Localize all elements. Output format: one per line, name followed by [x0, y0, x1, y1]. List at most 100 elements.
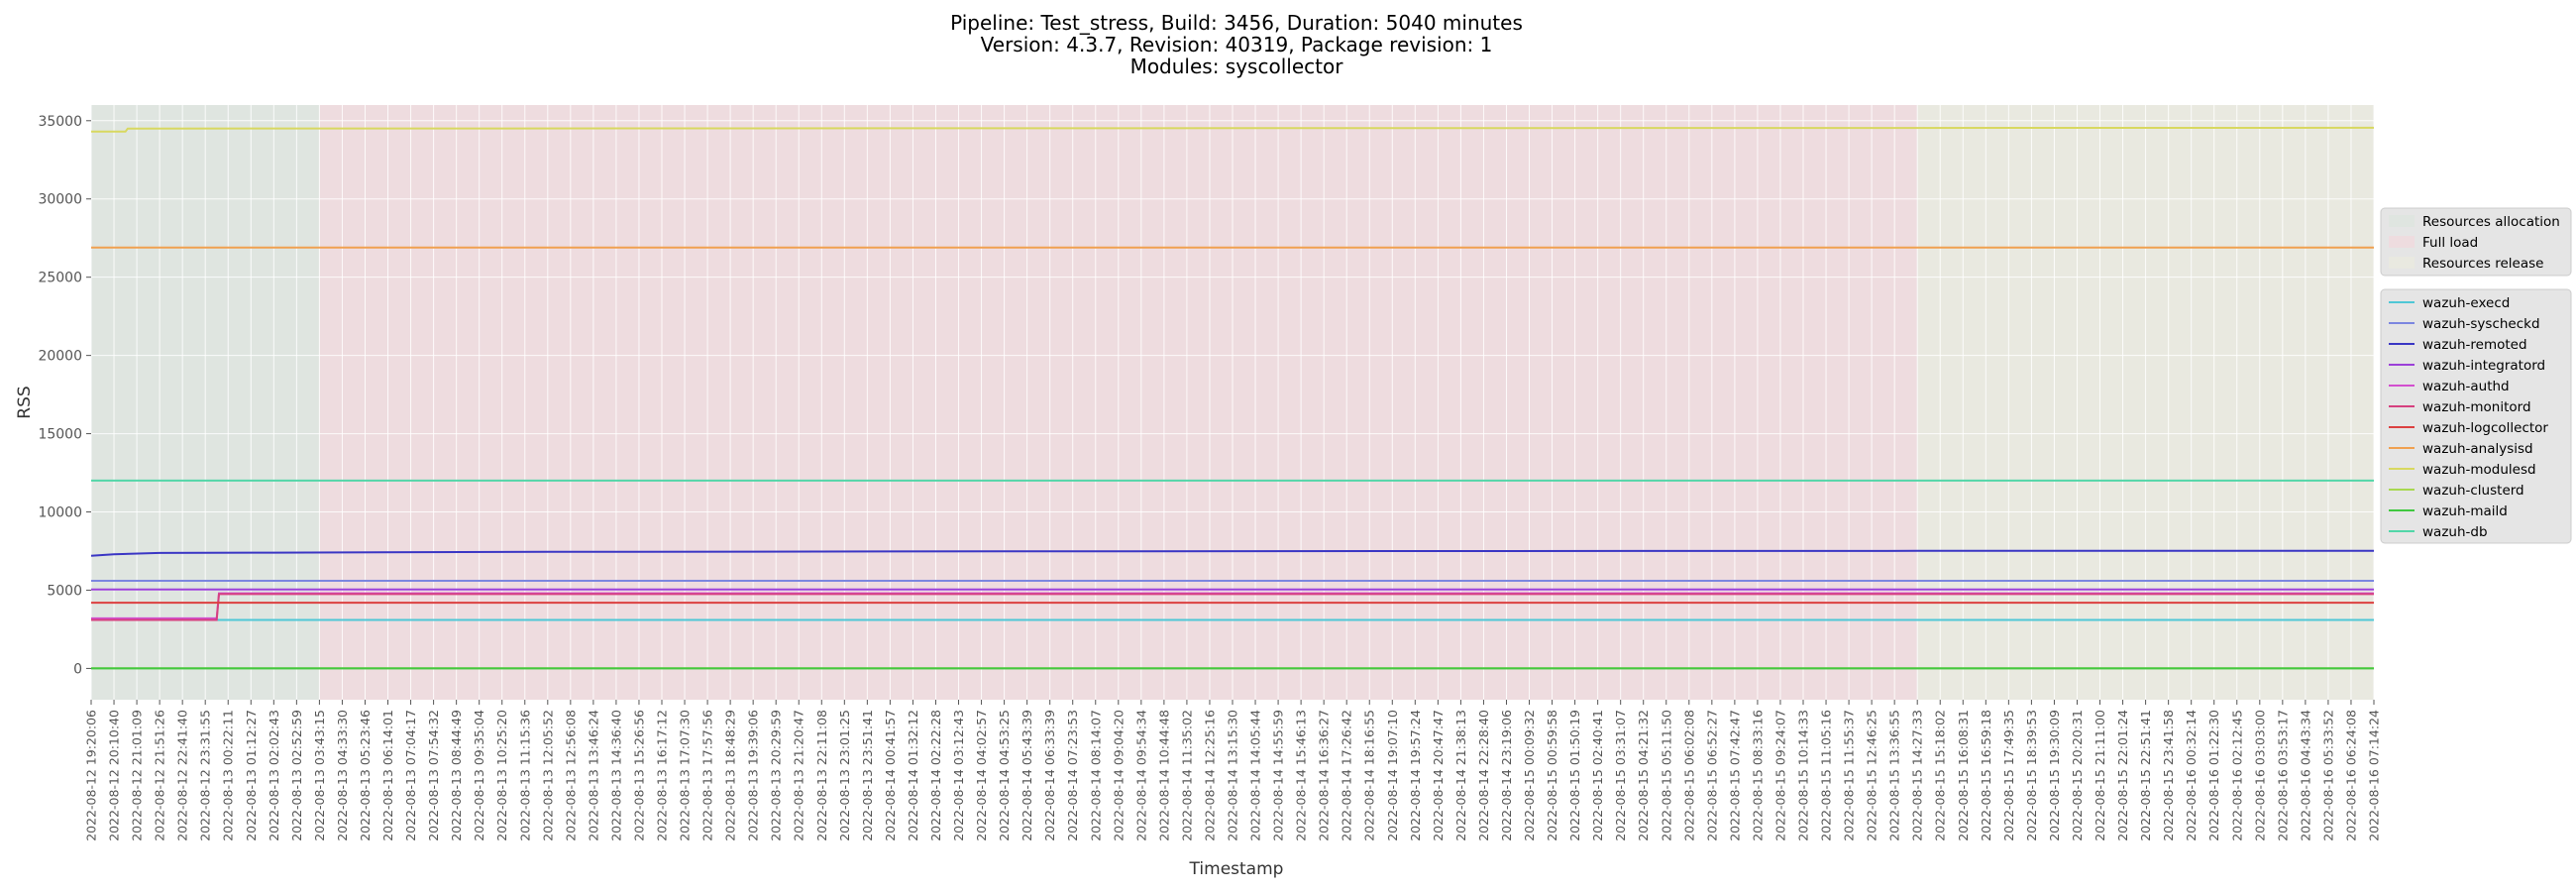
x-tick-label: 2022-08-13 05:23:46: [358, 710, 373, 841]
x-tick-label: 2022-08-15 03:31:07: [1613, 710, 1628, 841]
x-tick-label: 2022-08-15 08:33:16: [1750, 710, 1765, 841]
series-legend-label: wazuh-remoted: [2422, 337, 2527, 353]
x-tick-label: 2022-08-13 04:33:30: [335, 710, 350, 841]
x-tick-label: 2022-08-15 16:08:31: [1956, 710, 1971, 841]
x-tick-label: 2022-08-14 20:47:47: [1431, 710, 1446, 841]
series-legend-label: wazuh-integratord: [2422, 358, 2545, 374]
chart-title-line-1: Pipeline: Test_stress, Build: 3456, Dura…: [950, 11, 1523, 35]
x-tick-label: 2022-08-13 20:29:59: [769, 710, 784, 841]
x-tick-label: 2022-08-15 07:42:47: [1727, 710, 1742, 841]
x-tick-label: 2022-08-14 09:54:34: [1133, 710, 1148, 841]
x-tick-label: 2022-08-15 04:21:32: [1636, 710, 1651, 841]
x-tick-label: 2022-08-13 17:57:56: [700, 710, 715, 841]
phase-legend-swatch: [2389, 215, 2415, 227]
x-tick-label: 2022-08-15 21:11:00: [2093, 710, 2107, 841]
series-lines: [90, 126, 2375, 670]
x-tick-label: 2022-08-15 00:09:32: [1522, 710, 1537, 841]
x-tick-label: 2022-08-13 15:26:56: [632, 710, 647, 841]
x-tick-label: 2022-08-15 02:40:41: [1590, 710, 1605, 841]
x-tick-label: 2022-08-14 14:55:59: [1271, 710, 1286, 841]
x-tick-label: 2022-08-15 20:20:31: [2070, 710, 2085, 841]
series-line-wazuh-modulesd: [91, 126, 2375, 133]
x-tick-label: 2022-08-14 03:12:43: [951, 710, 966, 841]
x-tick-label: 2022-08-14 04:02:57: [974, 710, 989, 841]
y-tick-label: 0: [73, 661, 82, 677]
x-tick-label: 2022-08-12 21:01:09: [130, 710, 145, 841]
x-tick-label: 2022-08-13 06:14:01: [380, 710, 395, 841]
x-tick-label: 2022-08-16 00:32:14: [2184, 710, 2199, 841]
x-tick-label: 2022-08-13 07:54:32: [426, 710, 441, 841]
x-tick-label: 2022-08-15 12:46:25: [1865, 710, 1879, 841]
x-tick-label: 2022-08-12 23:31:55: [198, 710, 213, 841]
x-tick-label: 2022-08-13 22:11:08: [814, 710, 829, 841]
x-tick-label: 2022-08-14 17:26:42: [1340, 710, 1354, 841]
x-tick-label: 2022-08-13 00:22:11: [221, 710, 236, 841]
x-tick-label: 2022-08-12 21:51:26: [153, 710, 167, 841]
x-tick-label: 2022-08-14 10:44:48: [1156, 710, 1171, 841]
x-tick-label: 2022-08-16 01:22:30: [2206, 710, 2221, 841]
x-tick-label: 2022-08-16 06:24:08: [2344, 710, 2359, 841]
y-tick-label: 15000: [38, 427, 82, 443]
x-tick-label: 2022-08-12 22:41:40: [175, 710, 190, 841]
x-tick-label: 2022-08-13 14:36:40: [608, 710, 623, 841]
x-tick-label: 2022-08-13 11:15:36: [517, 710, 532, 841]
x-tick-label: 2022-08-15 22:01:24: [2115, 710, 2130, 841]
x-tick-label: 2022-08-15 22:51:41: [2138, 710, 2153, 841]
x-tick-label: 2022-08-15 13:36:55: [1887, 710, 1902, 841]
x-tick-label: 2022-08-15 16:59:18: [1979, 710, 1993, 841]
x-tick-label: 2022-08-15 15:18:02: [1933, 710, 1948, 841]
x-tick-label: 2022-08-16 07:14:24: [2367, 710, 2382, 841]
x-tick-label: 2022-08-14 16:36:27: [1317, 710, 1332, 841]
grid-lines: [90, 105, 2375, 700]
x-tick-label: 2022-08-16 04:43:34: [2298, 710, 2312, 841]
y-tick-label: 25000: [38, 271, 82, 286]
y-axis-ticks: 0 5000 10000 15000 20000 25000 30000 35000: [38, 114, 91, 677]
x-tick-label: 2022-08-14 00:41:57: [883, 710, 898, 841]
x-tick-label: 2022-08-15 18:39:53: [2024, 710, 2039, 841]
y-tick-label: 5000: [47, 583, 82, 599]
x-tick-label: 2022-08-14 14:05:44: [1248, 710, 1263, 841]
x-tick-label: 2022-08-14 02:22:28: [928, 710, 943, 841]
y-tick-label: 30000: [38, 192, 82, 208]
x-tick-label: 2022-08-14 12:25:16: [1203, 710, 1218, 841]
series-legend-label: wazuh-logcollector: [2422, 420, 2548, 436]
x-tick-label: 2022-08-14 13:15:30: [1226, 710, 1240, 841]
x-tick-label: 2022-08-16 03:53:17: [2275, 710, 2290, 841]
x-tick-label: 2022-08-14 18:16:55: [1362, 710, 1377, 841]
phase-legend-label: Resources allocation: [2422, 214, 2560, 230]
y-axis-label: RSS: [15, 386, 35, 418]
series-legend-label: wazuh-analysisd: [2422, 441, 2533, 457]
series-legend: wazuh-execd wazuh-syscheckd wazuh-remoted w…: [2380, 288, 2572, 544]
series-legend-box: [2380, 288, 2572, 544]
x-tick-label: 2022-08-13 02:52:59: [289, 710, 304, 841]
series-legend-label: wazuh-monitord: [2422, 399, 2531, 415]
x-tick-label: 2022-08-13 23:01:25: [837, 710, 852, 841]
x-tick-label: 2022-08-16 02:12:45: [2229, 710, 2244, 841]
series-legend-label: wazuh-clusterd: [2422, 483, 2524, 499]
series-legend-label: wazuh-maild: [2422, 503, 2508, 519]
x-tick-label: 2022-08-14 06:33:39: [1042, 710, 1057, 841]
series-legend-label: wazuh-execd: [2422, 295, 2510, 311]
x-tick-label: 2022-08-14 19:57:24: [1408, 710, 1423, 841]
chart-title-line-3: Modules: syscollector: [1130, 55, 1344, 78]
x-tick-label: 2022-08-14 23:19:06: [1499, 710, 1514, 841]
x-tick-label: 2022-08-14 09:04:20: [1111, 710, 1126, 841]
x-tick-label: 2022-08-16 03:03:00: [2252, 710, 2267, 841]
x-tick-label: 2022-08-15 06:02:08: [1681, 710, 1696, 841]
x-tick-label: 2022-08-13 12:56:08: [563, 710, 578, 841]
y-tick-label: 35000: [38, 114, 82, 130]
x-tick-label: 2022-08-16 05:33:52: [2320, 710, 2335, 841]
x-tick-label: 2022-08-14 11:35:02: [1179, 710, 1194, 841]
x-tick-label: 2022-08-13 21:20:47: [792, 710, 806, 841]
x-tick-label: 2022-08-15 14:27:33: [1910, 710, 1925, 841]
y-tick-label: 10000: [38, 505, 82, 521]
x-tick-label: 2022-08-15 23:41:58: [2161, 710, 2176, 841]
x-tick-label: 2022-08-13 03:43:15: [312, 710, 327, 841]
x-tick-label: 2022-08-13 13:46:24: [586, 710, 600, 841]
x-tick-label: 2022-08-14 15:46:13: [1294, 710, 1309, 841]
phase-legend: Resources allocation Full load Resources r…: [2380, 207, 2572, 277]
x-tick-label: 2022-08-13 02:02:43: [267, 710, 281, 841]
x-tick-label: 2022-08-12 19:20:06: [84, 710, 99, 841]
x-tick-label: 2022-08-14 21:38:13: [1453, 710, 1468, 841]
